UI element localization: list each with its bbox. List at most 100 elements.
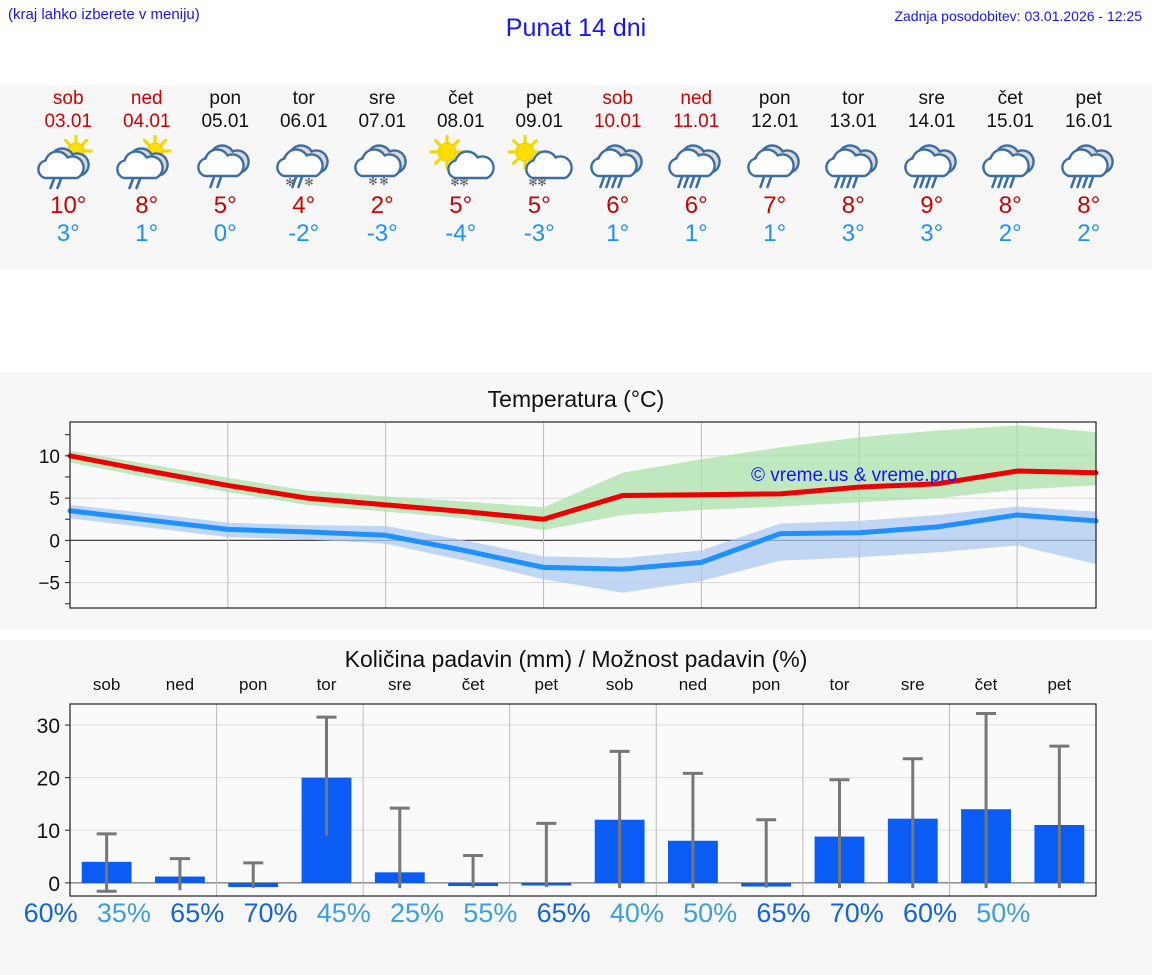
forecast-day-column[interactable]: sob 03.01 10° 3°: [29, 85, 108, 270]
forecast-day-column[interactable]: čet 08.01 ✻ ✻ 5° -4°: [422, 85, 501, 270]
forecast-day-date: 06.01: [279, 111, 328, 132]
forecast-day-date: 04.01: [122, 111, 171, 132]
precipitation-error-bar: [756, 818, 777, 888]
svg-text:✻: ✻: [459, 177, 468, 189]
precipitation-day-label: ned: [678, 675, 708, 694]
forecast-day-name: tor: [292, 88, 315, 109]
forecast-day-column[interactable]: sre 07.01 ✻ ✻ 2° -3°: [343, 85, 422, 270]
precipitation-error-bar: [902, 757, 923, 889]
precipitation-probability: 50%: [683, 898, 738, 928]
forecast-day-date: 03.01: [44, 111, 93, 132]
forecast-day-date: 12.01: [750, 111, 799, 132]
precipitation-probability: 35%: [96, 898, 151, 928]
forecast-temp-min: -3°: [366, 220, 398, 247]
cloud-rain-heavy-icon: [582, 135, 654, 191]
forecast-day-name: sre: [369, 88, 396, 109]
forecast-day-date: 05.01: [201, 111, 250, 132]
forecast-temp-max: 9°: [920, 192, 944, 219]
precipitation-day-label: pon: [239, 675, 268, 694]
forecast-temp-min: 3°: [56, 220, 80, 247]
forecast-day-name: ned: [680, 88, 713, 109]
precipitation-error-bar: [316, 715, 337, 836]
forecast-day-column[interactable]: ned 04.01 8° 1°: [108, 85, 187, 270]
forecast-temp-min: -2°: [288, 220, 320, 247]
forecast-temp-max: 8°: [1077, 192, 1101, 219]
precipitation-day-label: čet: [974, 675, 998, 694]
svg-text:✻: ✻: [450, 177, 459, 189]
precipitation-day-label: pet: [534, 675, 559, 694]
forecast-temp-min: 1°: [135, 220, 159, 247]
forecast-day-column[interactable]: čet 15.01 8° 2°: [971, 85, 1050, 270]
forecast-temp-min: 2°: [998, 220, 1022, 247]
precipitation-y-tick-label: 30: [37, 715, 60, 738]
precipitation-error-bar: [609, 749, 630, 889]
forecast-day-date: 13.01: [829, 111, 878, 132]
forecast-temp-max: 4°: [292, 192, 316, 219]
svg-text:✻: ✻: [285, 177, 294, 189]
forecast-day-name: pon: [209, 88, 242, 109]
forecast-temp-min: -3°: [523, 220, 555, 247]
precip-label-spacer: [0, 675, 70, 701]
svg-text:✻: ✻: [380, 176, 389, 188]
svg-text:✻: ✻: [529, 177, 538, 189]
forecast-day-date: 10.01: [593, 111, 642, 132]
forecast-day-column[interactable]: ned 11.01 6° 1°: [657, 85, 736, 270]
sun-cloud-rain-icon: [32, 135, 104, 191]
temperature-y-tick-label: 5: [49, 489, 60, 510]
sun-cloud-snow-icon: ✻ ✻: [503, 135, 575, 191]
forecast-day-column[interactable]: pon 05.01 5° 0°: [186, 85, 265, 270]
precipitation-error-bar: [389, 806, 410, 889]
forecast-temp-min: -4°: [445, 220, 477, 247]
forecast-day-name: sob: [52, 88, 84, 109]
temperature-uncertainty-band: [70, 504, 1096, 593]
forecast-temp-min: 3°: [841, 220, 865, 247]
daily-forecast-strip: sob 03.01 10° 3° ned 04.01 8° 1° pon 05.01 5° 0° tor…: [0, 85, 1152, 270]
forecast-day-column[interactable]: pet 09.01 ✻ ✻ 5° -3°: [500, 85, 579, 270]
forecast-temp-min: 1°: [606, 220, 630, 247]
precipitation-error-bar: [169, 857, 190, 891]
forecast-day-name: sre: [918, 88, 945, 109]
temperature-line: [67, 508, 1099, 572]
forecast-day-column[interactable]: tor 13.01 8° 3°: [814, 85, 893, 270]
forecast-temp-min: 0°: [213, 220, 237, 247]
cloud-snow-icon: ✻ ✻: [346, 135, 418, 191]
forecast-day-name: pet: [526, 88, 553, 109]
cloud-rain-light-icon: [189, 135, 261, 191]
cloud-rain-light-icon: [739, 135, 811, 191]
forecast-temp-min: 1°: [684, 220, 708, 247]
forecast-day-column[interactable]: sob 10.01 6° 1°: [579, 85, 658, 270]
precipitation-probability: 40%: [609, 898, 664, 928]
cloud-rain-heavy-icon: [896, 135, 968, 191]
precipitation-y-tick-label: 10: [37, 820, 60, 843]
forecast-temp-min: 2°: [1077, 220, 1101, 247]
sun-cloud-snow-icon: ✻ ✻: [425, 135, 497, 191]
cloud-sleet-icon: ✻ ✻: [268, 135, 340, 191]
forecast-day-column[interactable]: sre 14.01 9° 3°: [893, 85, 972, 270]
precipitation-error-bar: [463, 853, 484, 888]
forecast-day-date: 08.01: [436, 111, 485, 132]
temperature-plot: 10 5 0 −5 © vreme.us & vreme.pro: [0, 418, 1152, 614]
forecast-day-column[interactable]: pon 12.01 7° 1°: [736, 85, 815, 270]
strip-left-spacer: [0, 85, 29, 270]
temperature-uncertainty-band: [70, 425, 1096, 531]
cloud-rain-heavy-icon: [1053, 135, 1125, 191]
forecast-day-name: sob: [602, 88, 634, 109]
temperature-y-tick-label: 10: [39, 447, 60, 468]
forecast-temp-max: 8°: [998, 192, 1022, 219]
svg-text:✻: ✻: [304, 177, 313, 189]
forecast-temp-max: 5°: [449, 192, 473, 219]
forecast-day-column[interactable]: tor 06.01 ✻ ✻ 4° -2°: [265, 85, 344, 270]
precipitation-probability: 50%: [976, 898, 1031, 928]
precipitation-day-label: tor: [829, 675, 850, 694]
precipitation-probability: 65%: [170, 898, 225, 928]
precipitation-day-label: sob: [605, 675, 634, 694]
forecast-day-name: čet: [448, 88, 474, 109]
forecast-day-column[interactable]: pet 16.01 8° 2°: [1050, 85, 1129, 270]
cloud-rain-heavy-icon: [817, 135, 889, 191]
forecast-day-date: 11.01: [673, 111, 720, 132]
precipitation-probability: 45%: [316, 898, 371, 928]
temperature-y-tick-label: 0: [49, 531, 60, 552]
prob-left-spacer: [0, 898, 14, 938]
precipitation-error-bar: [1049, 744, 1070, 889]
forecast-temp-max: 6°: [684, 192, 708, 219]
